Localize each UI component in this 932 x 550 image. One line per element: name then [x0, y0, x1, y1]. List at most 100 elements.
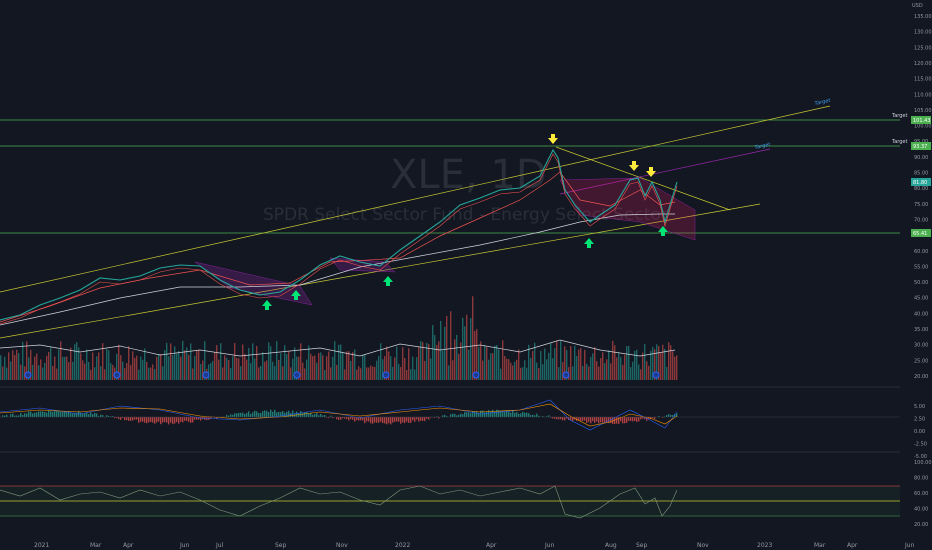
volume-bar	[200, 363, 202, 380]
volume-bar	[644, 344, 646, 380]
price-axis[interactable]	[900, 0, 932, 540]
volume-bar	[464, 326, 466, 380]
macd-bar	[252, 412, 254, 417]
macd-bar	[130, 417, 132, 421]
volume-bar	[260, 365, 262, 380]
macd-bar	[418, 417, 420, 422]
macd-bar	[186, 417, 188, 421]
macd-bar	[264, 410, 266, 417]
macd-bar	[258, 412, 260, 417]
macd-bar	[194, 417, 196, 420]
volume-bar	[550, 342, 552, 380]
volume-bar	[596, 361, 598, 380]
volume-bar	[572, 366, 574, 380]
volume-bar	[262, 352, 264, 380]
volume-bar	[352, 352, 354, 380]
macd-bar	[526, 412, 528, 417]
watermark-name: SPDR Select Sector Fund - Energy Select …	[263, 205, 668, 225]
volume-bar	[612, 340, 614, 380]
volume-bar	[188, 354, 190, 380]
price-line	[0, 148, 678, 321]
volume-bar	[148, 367, 150, 380]
rsi-pane[interactable]	[0, 455, 900, 540]
macd-bar	[80, 412, 82, 417]
macd-bar	[112, 416, 114, 417]
volume-bar	[538, 368, 540, 380]
volume-bar	[24, 366, 26, 380]
volume-bar	[564, 346, 566, 380]
volume-bar	[98, 352, 100, 380]
volume-bar	[242, 344, 244, 380]
volume-bar	[4, 356, 6, 380]
volume-bar	[518, 349, 520, 380]
macd-histogram	[0, 409, 678, 425]
volume-bar	[634, 350, 636, 380]
volume-bar	[330, 367, 332, 380]
time-axis[interactable]	[0, 540, 932, 550]
macd-bar	[290, 412, 292, 417]
macd-bar	[668, 414, 670, 417]
macd-bar	[486, 411, 488, 417]
volume-bar	[466, 314, 468, 380]
volume-bar	[514, 361, 516, 380]
volume-bar	[84, 363, 86, 380]
volume-bar	[118, 344, 120, 380]
macd-bar	[546, 416, 548, 417]
macd-bar	[236, 413, 238, 417]
arrow-up-marker	[262, 226, 668, 310]
volume-bar	[26, 341, 28, 380]
macd-bar	[628, 417, 630, 421]
volume-bar	[574, 345, 576, 380]
macd-bar	[504, 411, 506, 417]
volume-bar	[128, 346, 130, 380]
volume-bar	[580, 348, 582, 380]
volume-bar	[122, 361, 124, 380]
macd-bar	[118, 417, 120, 420]
macd-bar	[268, 412, 270, 417]
volume-bar	[240, 366, 242, 380]
volume-bar	[542, 364, 544, 380]
macd-bar	[344, 417, 346, 419]
macd-bar	[420, 417, 422, 421]
volume-bar	[524, 360, 526, 380]
macd-bar	[122, 417, 124, 418]
volume-bar	[498, 349, 500, 380]
macd-bar	[250, 413, 252, 417]
volume-bar	[450, 311, 452, 380]
volume-bar	[282, 366, 284, 380]
macd-bar	[558, 417, 560, 420]
macd-bar	[330, 415, 332, 417]
volume-bar	[154, 369, 156, 380]
macd-bar	[554, 417, 556, 419]
volume-bar	[198, 349, 200, 380]
macd-bar	[642, 417, 644, 419]
macd-bar	[386, 417, 388, 425]
volume-bar	[120, 355, 122, 380]
macd-bar	[350, 417, 352, 420]
macd-bar	[406, 417, 408, 422]
volume-bar	[442, 350, 444, 380]
volume-bar	[494, 345, 496, 380]
macd-bar	[210, 417, 212, 419]
macd-bar	[42, 411, 44, 417]
macd-pane[interactable]	[0, 390, 900, 450]
volume-bar	[270, 346, 272, 380]
volume-bar	[624, 354, 626, 380]
macd-bar	[604, 417, 606, 423]
price-tick-label: 60.00	[914, 249, 928, 255]
macd-bar	[326, 417, 328, 418]
volume-bar	[194, 355, 196, 380]
macd-bar	[606, 417, 608, 423]
macd-bar	[238, 412, 240, 417]
macd-bar	[22, 414, 24, 417]
macd-bar	[616, 417, 618, 424]
volume-bar	[256, 345, 258, 380]
macd-bar	[434, 417, 436, 418]
target-label-lower: Target	[891, 139, 908, 145]
volume-bar	[636, 349, 638, 380]
volume-bar	[424, 360, 426, 380]
volume-bar	[472, 296, 474, 380]
macd-bar	[412, 417, 414, 421]
volume-bar	[310, 353, 312, 380]
